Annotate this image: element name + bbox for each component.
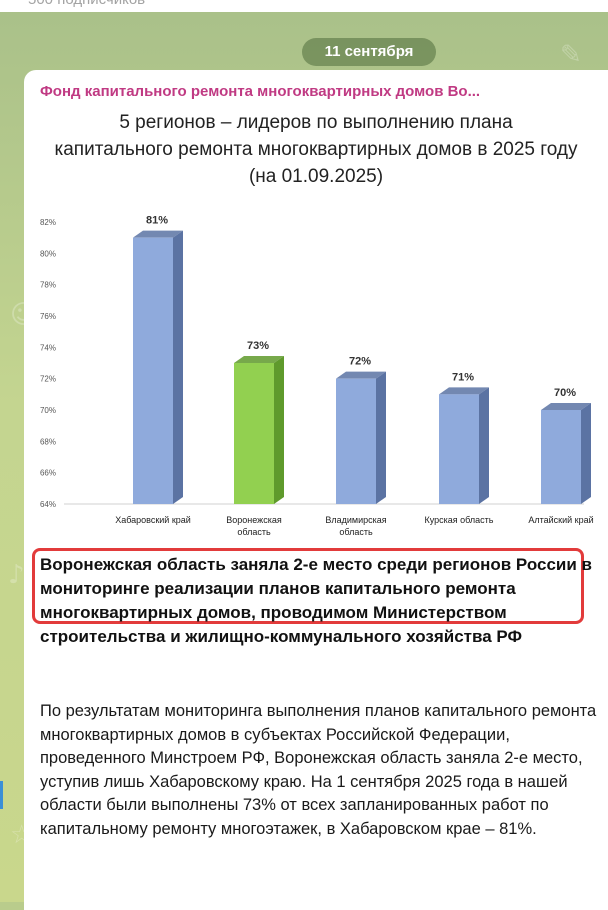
headline-highlight-box <box>32 548 584 624</box>
bar-top <box>541 403 591 410</box>
bar <box>439 394 479 504</box>
bar-side <box>581 403 591 504</box>
bar-side <box>274 356 284 504</box>
sender-name[interactable]: Фонд капитального ремонта многоквартирны… <box>40 83 481 100</box>
bar-side <box>479 387 489 504</box>
y-tick-label: 82% <box>40 218 56 227</box>
y-tick-label: 68% <box>40 437 56 446</box>
data-label: 70% <box>554 387 576 399</box>
date-separator: 11 сентября <box>302 38 436 66</box>
bar <box>133 237 173 504</box>
chart-title-line: 5 регионов – лидеров по выполнению плана <box>119 112 513 133</box>
message-headline: Воронежская область заняла 2-е место сре… <box>40 555 592 646</box>
bar-top <box>336 371 386 379</box>
category-label: Хабаровский край <box>115 515 191 525</box>
data-label: 72% <box>349 356 371 368</box>
bar <box>541 410 581 504</box>
doodle-icon: ✎ <box>560 40 582 70</box>
data-label: 73% <box>247 340 269 352</box>
category-label: Курская область <box>425 515 494 525</box>
category-label: Воронежская <box>226 515 282 525</box>
y-tick-label: 74% <box>40 343 56 352</box>
chart-title-line: капитального ремонта многоквартирных дом… <box>55 139 578 160</box>
category-label: область <box>237 527 271 537</box>
y-tick-label: 64% <box>40 500 56 509</box>
bar-chart: 5 регионов – лидеров по выполнению плана… <box>40 112 594 537</box>
scroll-indicator <box>0 781 3 809</box>
subscriber-count: 500 подписчиков <box>28 0 145 8</box>
bar-top <box>439 387 489 395</box>
y-tick-label: 80% <box>40 249 56 258</box>
data-label: 71% <box>452 371 474 383</box>
chart-title-line: (на 01.09.2025) <box>249 166 383 187</box>
category-label: Владимирская <box>325 515 386 525</box>
channel-header: 500 подписчиков <box>0 0 608 12</box>
y-tick-label: 66% <box>40 469 56 478</box>
y-tick-label: 70% <box>40 406 56 415</box>
message-bubble[interactable]: Фонд капитального ремонта многоквартирны… <box>24 70 608 910</box>
y-tick-label: 76% <box>40 312 56 321</box>
category-label: Алтайский край <box>528 515 593 525</box>
message-body: По результатам мониторинга выполнения пл… <box>40 702 597 838</box>
category-label: область <box>339 527 373 537</box>
bar <box>234 363 274 504</box>
bar-side <box>173 230 183 504</box>
bar-top <box>133 230 183 238</box>
chart-image[interactable]: 5 регионов – лидеров по выполнению плана… <box>24 110 608 590</box>
data-label: 81% <box>146 215 168 227</box>
y-tick-label: 72% <box>40 375 56 384</box>
bar <box>336 378 376 504</box>
y-tick-label: 78% <box>40 281 56 290</box>
bar-side <box>376 371 386 504</box>
bar-top <box>234 356 284 363</box>
doodle-icon: ♪ <box>8 560 25 590</box>
